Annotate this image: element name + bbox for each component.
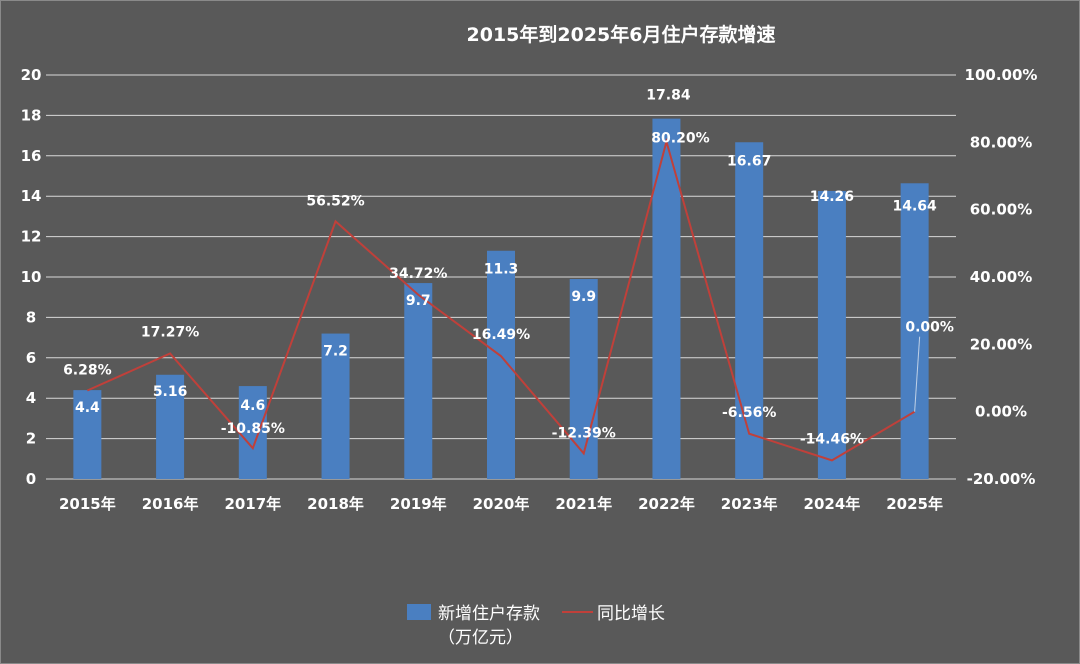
chart-title: 2015年到2025年6月住户存款增速 [467,23,776,46]
line-data-label: 0.00% [905,320,954,336]
legend-bar-label-unit: （万亿元） [438,628,523,648]
bar [487,250,515,479]
y-right-tick-label: -20.00% [967,470,1036,488]
x-tick-label: 2021年 [555,495,612,513]
bar-data-label: 14.64 [892,198,937,214]
bar-data-label: 5.16 [153,384,188,400]
bar-data-label: 7.2 [323,344,348,360]
bar [156,374,185,479]
y-left-tick-label: 0 [26,470,36,488]
line-data-label: 6.28% [63,363,112,379]
y-left-tick-label: 14 [21,187,42,205]
bar-data-label: 17.84 [646,88,691,104]
bar [73,390,102,479]
x-tick-label: 2024年 [804,495,861,513]
bar [238,386,267,479]
x-tick-label: 2022年 [638,495,695,513]
x-tick-label: 2020年 [473,495,530,513]
y-right-tick-label: 0.00% [975,403,1027,421]
y-right-tick-label: 20.00% [970,335,1032,353]
x-tick-label: 2018年 [307,495,364,513]
y-right-tick-label: 60.00% [970,201,1032,219]
x-tick-label: 2017年 [224,495,281,513]
bar [735,142,764,480]
y-left-tick-label: 18 [21,106,42,124]
bar [817,190,846,479]
y-left-tick-label: 20 [21,66,42,84]
line-data-label: 16.49% [472,327,530,343]
bar [404,283,433,479]
line-data-label: -10.85% [221,421,285,437]
y-left-tick-label: 16 [21,147,42,165]
line-data-label: 80.20% [651,131,709,147]
y-left-tick-label: 8 [26,308,36,326]
bar [569,279,598,479]
bar-data-label: 11.3 [484,262,519,278]
legend-bar-swatch [407,604,431,620]
y-left-tick-label: 4 [26,389,36,407]
y-right-tick-label: 80.00% [970,133,1032,151]
x-tick-label: 2016年 [142,495,199,513]
bar-data-label: 4.6 [240,398,265,414]
label-leader-line [914,336,921,412]
line-data-label: 17.27% [141,325,199,341]
x-tick-label: 2025年 [886,495,943,513]
x-tick-label: 2019年 [390,495,447,513]
y-left-tick-label: 2 [26,430,36,448]
y-right-tick-label: 40.00% [970,268,1032,286]
line-data-label: -14.46% [800,431,864,447]
bar-data-label: 16.67 [727,153,771,169]
y-left-tick-label: 12 [21,228,42,246]
line-data-label: 56.52% [306,193,364,209]
y-right-tick-label: 100.00% [965,66,1038,84]
bar [321,333,350,479]
y-left-tick-label: 10 [21,268,42,286]
line-data-label: -6.56% [722,405,776,421]
bar-data-label: 9.9 [571,289,596,305]
bar-data-label: 14.26 [810,189,854,205]
legend-line-label: 同比增长 [597,604,665,624]
bar-data-label: 9.7 [406,293,431,309]
legend-bar-label: 新增住户存款 [438,604,540,624]
bar-data-label: 4.4 [75,400,100,416]
legend: 新增住户存款 （万亿元） 同比增长 [407,604,665,648]
bar [900,183,929,479]
line-data-label: 34.72% [389,266,447,282]
y-left-tick-label: 6 [26,349,36,367]
line-data-label: -12.39% [552,425,616,441]
x-tick-label: 2015年 [59,495,116,513]
x-tick-label: 2023年 [721,495,778,513]
